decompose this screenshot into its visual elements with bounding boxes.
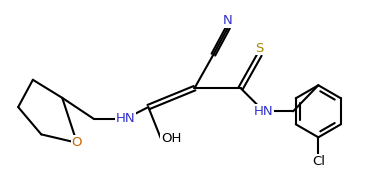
Text: N: N [223, 14, 233, 27]
Text: HN: HN [116, 112, 135, 125]
Text: Cl: Cl [312, 155, 325, 168]
Text: S: S [255, 42, 264, 55]
Text: OH: OH [161, 132, 181, 145]
Text: O: O [72, 136, 82, 149]
Text: HN: HN [254, 105, 273, 118]
